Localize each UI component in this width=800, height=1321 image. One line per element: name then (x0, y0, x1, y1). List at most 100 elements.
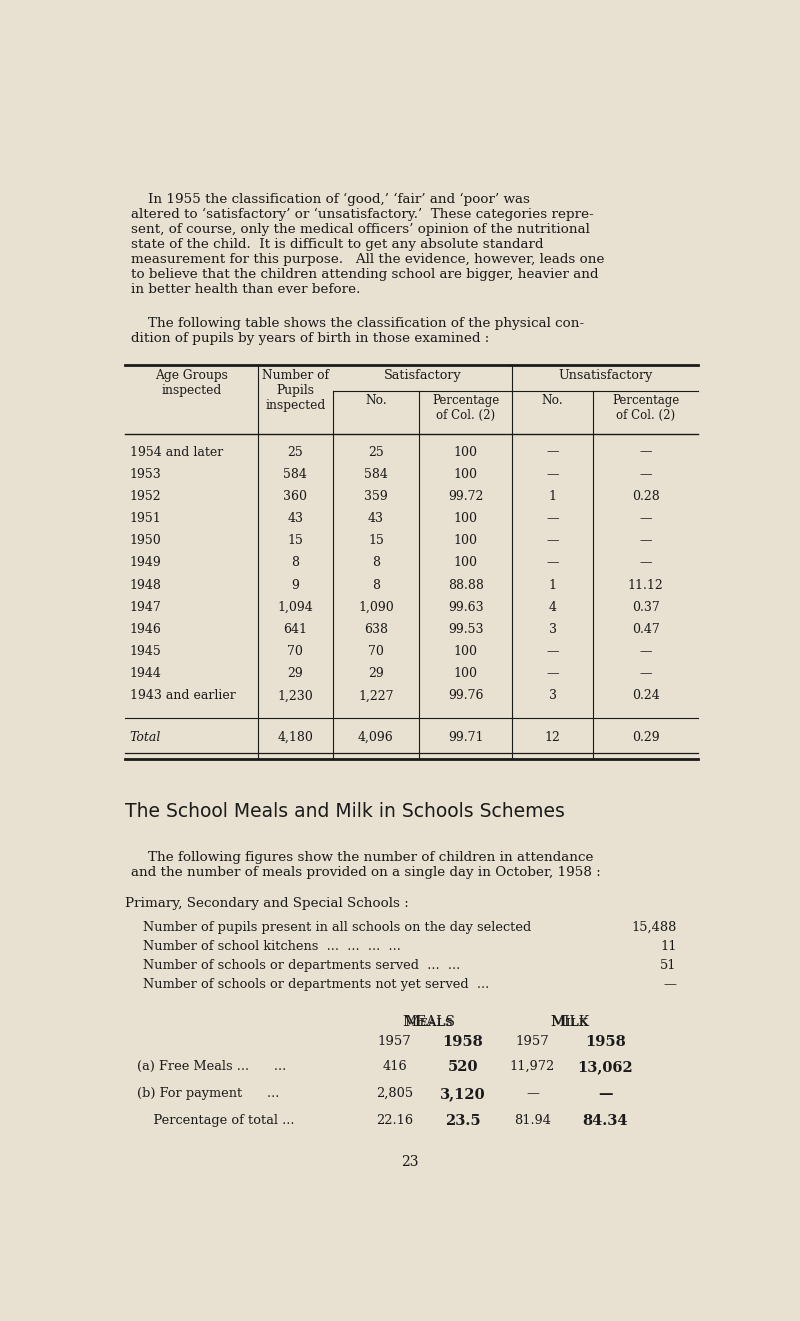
Text: 11,972: 11,972 (510, 1059, 555, 1073)
Text: The following figures show the number of children in attendance: The following figures show the number of… (131, 851, 594, 864)
Text: 43: 43 (287, 513, 303, 524)
Text: 51: 51 (660, 959, 677, 972)
Text: 1951: 1951 (130, 513, 162, 524)
Text: 0.24: 0.24 (632, 690, 659, 703)
Text: 360: 360 (283, 490, 307, 503)
Text: 11.12: 11.12 (628, 579, 663, 592)
Text: 84.34: 84.34 (582, 1114, 628, 1128)
Text: Age Groups
inspected: Age Groups inspected (155, 370, 228, 398)
Text: Number of school kitchens  ...  ...  ...  ...: Number of school kitchens ... ... ... ..… (143, 939, 402, 952)
Text: 25: 25 (287, 445, 303, 458)
Text: dition of pupils by years of birth in those examined :: dition of pupils by years of birth in th… (131, 332, 490, 345)
Text: 638: 638 (364, 624, 388, 635)
Text: 12: 12 (545, 731, 561, 744)
Text: MILK: MILK (550, 1016, 590, 1029)
Text: 641: 641 (283, 624, 307, 635)
Text: Percentage
of Col. (2): Percentage of Col. (2) (432, 394, 499, 421)
Text: 25: 25 (368, 445, 384, 458)
Text: to believe that the children attending school are bigger, heavier and: to believe that the children attending s… (131, 268, 598, 281)
Text: 29: 29 (368, 667, 384, 680)
Text: 359: 359 (364, 490, 388, 503)
Text: 0.28: 0.28 (632, 490, 659, 503)
Text: 99.71: 99.71 (448, 731, 483, 744)
Text: 99.76: 99.76 (448, 690, 483, 703)
Text: sent, of course, only the medical officers’ opinion of the nutritional: sent, of course, only the medical office… (131, 223, 590, 236)
Text: 1946: 1946 (130, 624, 162, 635)
Text: 1: 1 (549, 579, 557, 592)
Text: 1947: 1947 (130, 601, 162, 614)
Text: 4,096: 4,096 (358, 731, 394, 744)
Text: altered to ‘satisfactory’ or ‘unsatisfactory.’  These categories repre-: altered to ‘satisfactory’ or ‘unsatisfac… (131, 209, 594, 222)
Text: 1944: 1944 (130, 667, 162, 680)
Text: 584: 584 (364, 468, 388, 481)
Text: —: — (546, 556, 559, 569)
Text: 15,488: 15,488 (631, 921, 677, 934)
Text: 9: 9 (291, 579, 299, 592)
Text: 22.16: 22.16 (376, 1114, 413, 1127)
Text: 81.94: 81.94 (514, 1114, 551, 1127)
Text: 1950: 1950 (130, 534, 162, 547)
Text: —: — (639, 534, 652, 547)
Text: 23: 23 (402, 1156, 418, 1169)
Text: 1948: 1948 (130, 579, 162, 592)
Text: 88.88: 88.88 (448, 579, 484, 592)
Text: 15: 15 (368, 534, 384, 547)
Text: —: — (598, 1087, 613, 1100)
Text: 3: 3 (549, 690, 557, 703)
Text: Satisfactory: Satisfactory (383, 370, 462, 382)
Text: 1957: 1957 (515, 1034, 550, 1048)
Text: 8: 8 (291, 556, 299, 569)
Text: Primary, Secondary and Special Schools :: Primary, Secondary and Special Schools : (125, 897, 409, 910)
Text: 1952: 1952 (130, 490, 162, 503)
Text: 1,094: 1,094 (278, 601, 313, 614)
Text: 520: 520 (447, 1059, 478, 1074)
Text: Percentage of total ...: Percentage of total ... (138, 1114, 294, 1127)
Text: Number of schools or departments served  ...  ...: Number of schools or departments served … (143, 959, 461, 972)
Text: Number of
Pupils
inspected: Number of Pupils inspected (262, 370, 329, 412)
Text: —: — (664, 978, 677, 991)
Text: 100: 100 (454, 513, 478, 524)
Text: 100: 100 (454, 556, 478, 569)
Text: —: — (546, 534, 559, 547)
Text: 0.47: 0.47 (632, 624, 659, 635)
Text: 100: 100 (454, 667, 478, 680)
Text: Number of pupils present in all schools on the day selected: Number of pupils present in all schools … (143, 921, 532, 934)
Text: 1945: 1945 (130, 645, 162, 658)
Text: 100: 100 (454, 468, 478, 481)
Text: Mɪʟᴋ: Mɪʟᴋ (550, 1016, 589, 1029)
Text: The School Meals and Milk in Schools Schemes: The School Meals and Milk in Schools Sch… (125, 802, 565, 822)
Text: —: — (639, 645, 652, 658)
Text: Unsatisfactory: Unsatisfactory (558, 370, 653, 382)
Text: 13,062: 13,062 (578, 1059, 633, 1074)
Text: (a) Free Meals ...      ...: (a) Free Meals ... ... (138, 1059, 286, 1073)
Text: (b) For payment      ...: (b) For payment ... (138, 1087, 279, 1100)
Text: 0.29: 0.29 (632, 731, 659, 744)
Text: 1: 1 (549, 490, 557, 503)
Text: 2,805: 2,805 (376, 1087, 413, 1100)
Text: 1953: 1953 (130, 468, 162, 481)
Text: 3: 3 (549, 624, 557, 635)
Text: 4,180: 4,180 (278, 731, 314, 744)
Text: and the number of meals provided on a single day in October, 1958 :: and the number of meals provided on a si… (131, 867, 601, 878)
Text: 43: 43 (368, 513, 384, 524)
Text: 100: 100 (454, 534, 478, 547)
Text: —: — (639, 445, 652, 458)
Text: state of the child.  It is difficult to get any absolute standard: state of the child. It is difficult to g… (131, 238, 543, 251)
Text: —: — (639, 667, 652, 680)
Text: 4: 4 (549, 601, 557, 614)
Text: 1949: 1949 (130, 556, 162, 569)
Text: Number of schools or departments not yet served  ...: Number of schools or departments not yet… (143, 978, 490, 991)
Text: 100: 100 (454, 445, 478, 458)
Text: 99.72: 99.72 (448, 490, 483, 503)
Text: No.: No. (365, 394, 386, 407)
Text: 1,090: 1,090 (358, 601, 394, 614)
Text: 100: 100 (454, 645, 478, 658)
Text: —: — (546, 645, 559, 658)
Text: 0.37: 0.37 (632, 601, 659, 614)
Text: measurement for this purpose.   All the evidence, however, leads one: measurement for this purpose. All the ev… (131, 254, 605, 267)
Text: —: — (639, 513, 652, 524)
Text: 416: 416 (382, 1059, 407, 1073)
Text: in better health than ever before.: in better health than ever before. (131, 284, 360, 296)
Text: 3,120: 3,120 (440, 1087, 486, 1100)
Text: 29: 29 (287, 667, 303, 680)
